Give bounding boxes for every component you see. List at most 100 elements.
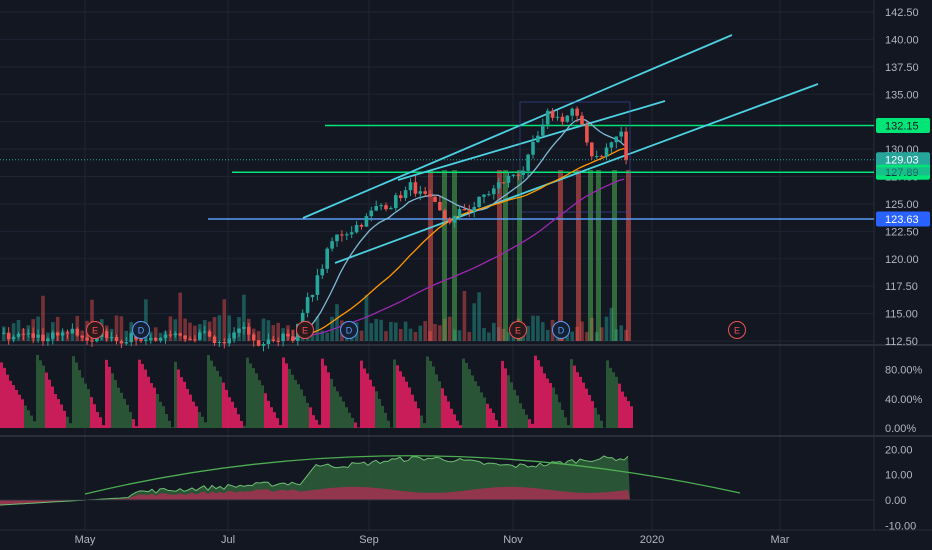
- candle-body: [590, 142, 594, 157]
- oscillator-bar: [243, 425, 246, 428]
- volume-bar: [379, 319, 383, 341]
- oscillator-bar: [621, 391, 624, 428]
- oscillator-bar: [42, 365, 45, 428]
- oscillator-bar: [300, 389, 303, 428]
- oscillator-bar: [312, 415, 315, 428]
- candle-body: [433, 196, 437, 202]
- candle-body: [21, 333, 26, 335]
- candle-body: [394, 195, 398, 209]
- candle-body: [575, 108, 579, 116]
- oscillator-bar: [246, 357, 249, 428]
- candle-body: [369, 210, 374, 217]
- oscillator-bar: [495, 420, 498, 428]
- volume-bar: [271, 325, 276, 341]
- oscillator-bar: [168, 420, 171, 428]
- signal-column: [558, 170, 563, 341]
- candle-body: [227, 338, 231, 344]
- oscillator-bar: [333, 386, 336, 428]
- candle-body: [149, 338, 153, 340]
- trendline: [334, 83, 819, 264]
- volume-bar: [457, 330, 462, 341]
- candle-body: [482, 194, 486, 197]
- oscillator-bar: [57, 399, 60, 428]
- volume-bar: [325, 332, 329, 341]
- candle-body: [16, 333, 21, 337]
- candle-body: [247, 326, 251, 335]
- volume-bar: [506, 332, 511, 341]
- oscillator-bar: [615, 376, 618, 428]
- oscillator-bar: [321, 358, 324, 428]
- oscillator-bar: [303, 396, 306, 428]
- candle-body: [46, 338, 50, 342]
- candle-body: [521, 170, 525, 176]
- price-tag: [876, 211, 930, 227]
- candle-body: [374, 206, 378, 211]
- curve-line: [84, 455, 741, 495]
- oscillator-bar: [204, 422, 207, 428]
- candle-body: [276, 340, 280, 342]
- oscillator-bar: [624, 396, 627, 428]
- oscillator-bar: [324, 365, 327, 428]
- oscillator-bar: [411, 394, 414, 428]
- oscillator-bar: [240, 420, 243, 428]
- volume-bar: [531, 315, 535, 341]
- candle-body: [408, 182, 413, 191]
- oscillator-bar: [513, 389, 516, 428]
- volume-bar: [70, 332, 75, 341]
- oscillator-bar: [357, 427, 360, 428]
- candle-body: [104, 331, 109, 339]
- oscillator-bar: [51, 386, 54, 428]
- price-tag: [876, 152, 930, 168]
- candle-body: [271, 339, 276, 341]
- volume-bar: [16, 319, 21, 341]
- oscillator-bar: [81, 377, 84, 428]
- oscillator-bar: [36, 355, 39, 428]
- oscillator-bar: [225, 389, 228, 428]
- candle-body: [178, 333, 182, 336]
- volume-bar: [256, 331, 261, 341]
- volume-bar: [90, 299, 94, 341]
- volume-bar: [266, 320, 271, 341]
- candle-body: [560, 116, 565, 122]
- candle-body: [202, 331, 207, 333]
- oscillator-bar: [84, 383, 87, 428]
- oscillator-bar: [444, 395, 447, 428]
- volume-bar: [394, 322, 398, 341]
- volume-bar: [570, 331, 574, 341]
- oscillator-bar: [6, 374, 9, 428]
- oscillator-bar: [432, 366, 435, 428]
- oscillator-bar: [222, 382, 225, 428]
- oscillator-bar: [237, 414, 240, 428]
- oscillator-bar: [585, 388, 588, 428]
- oscillator-bar: [45, 372, 48, 428]
- candle-body: [403, 190, 408, 199]
- area-pane: [0, 455, 874, 506]
- oscillator-bar: [288, 368, 291, 428]
- candle-body: [158, 337, 163, 341]
- oscillator-bar: [438, 381, 441, 428]
- earnings-marker-icon: [296, 321, 314, 339]
- oscillator-bar: [33, 421, 36, 428]
- oscillator-bar: [177, 369, 180, 428]
- oscillator-bar: [543, 373, 546, 428]
- candle-body: [36, 334, 40, 338]
- oscillator-bar: [165, 414, 168, 428]
- oscillator-bar: [114, 380, 117, 428]
- candle-body: [614, 136, 619, 143]
- candle-body: [599, 156, 604, 158]
- oscillator-bar: [126, 404, 129, 428]
- oscillator-bar: [264, 393, 267, 428]
- volume-bar: [374, 319, 378, 341]
- oscillator-bar: [594, 407, 597, 428]
- oscillator-bar: [540, 366, 543, 428]
- oscillator-bar: [207, 355, 210, 428]
- candle-body: [384, 205, 388, 210]
- oscillator-bar: [135, 426, 138, 428]
- oscillator-bar: [612, 372, 615, 428]
- oscillator-bar: [132, 419, 135, 428]
- oscillator-bar: [294, 379, 297, 428]
- candle-body: [428, 193, 432, 197]
- oscillator-bar: [90, 397, 93, 428]
